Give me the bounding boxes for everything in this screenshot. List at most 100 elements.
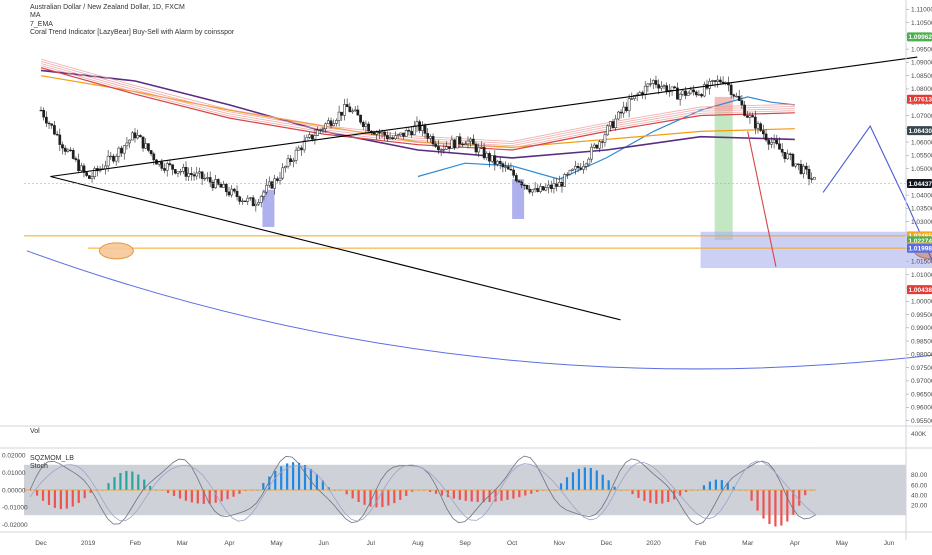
candle (534, 188, 536, 189)
candle (784, 152, 786, 159)
momentum-bar (471, 490, 473, 502)
momentum-tick-label: -0.01000 (2, 505, 28, 512)
candle (174, 169, 176, 173)
candle (655, 80, 657, 84)
candle (797, 164, 799, 165)
legend-ema[interactable]: 7_EMA (30, 21, 234, 29)
momentum-bar (84, 490, 86, 498)
price-tag-label: 1.01998 (909, 246, 932, 253)
candle (163, 168, 165, 170)
momentum-bar (399, 490, 401, 500)
candle (48, 123, 50, 124)
legend-coral[interactable]: Coral Trend Indicator [LazyBear] Buy-Sel… (30, 29, 234, 37)
candle (432, 136, 434, 144)
time-tick-label: Aug (412, 540, 424, 547)
candle (617, 112, 619, 119)
candle (349, 107, 351, 112)
momentum-bar (703, 485, 705, 490)
momentum-label: SQZMOM_LB (30, 455, 74, 462)
candle (354, 110, 356, 111)
legend-ma[interactable]: MA (30, 12, 234, 20)
candle (682, 91, 684, 94)
candle (166, 164, 168, 171)
legend-symbol[interactable]: Australian Dollar / New Zealand Dollar, … (30, 4, 234, 12)
candle (126, 143, 128, 146)
candle (692, 90, 694, 92)
momentum-bar (221, 490, 223, 501)
candle (601, 142, 603, 143)
candle (778, 144, 780, 150)
candle (698, 94, 700, 95)
momentum-bar (119, 473, 121, 490)
candle (580, 168, 582, 170)
candle (392, 138, 394, 139)
candle (233, 189, 235, 191)
momentum-bar (36, 490, 38, 496)
candle (257, 202, 259, 204)
momentum-bar (596, 470, 598, 490)
candle (389, 138, 391, 139)
momentum-bar (405, 490, 407, 496)
candle (263, 192, 265, 196)
time-tick-label: Apr (224, 540, 235, 547)
candle (526, 185, 528, 189)
candle (158, 162, 160, 164)
price-tick-label: 1.04000 (911, 192, 932, 199)
candle (137, 135, 139, 138)
candle (341, 112, 343, 115)
momentum-bar (774, 490, 776, 526)
momentum-tick-label: 0.01000 (2, 470, 26, 477)
candle (196, 173, 198, 176)
candle (118, 148, 120, 156)
candle (362, 122, 364, 126)
price-tick-label: 1.09000 (911, 60, 932, 67)
momentum-bar (715, 480, 717, 490)
candle (770, 142, 772, 144)
momentum-bar (637, 490, 639, 498)
candle (220, 184, 222, 187)
momentum-tick-label: -0.02000 (2, 522, 28, 529)
candle (91, 177, 93, 179)
momentum-bar (721, 480, 723, 490)
candle (462, 144, 464, 145)
candle (311, 135, 313, 139)
price-tick-label: 1.03500 (911, 206, 932, 213)
candle (480, 147, 482, 148)
candle (381, 132, 383, 133)
candle (209, 177, 211, 182)
candle (201, 172, 203, 179)
momentum-bar (780, 490, 782, 526)
candle (314, 136, 316, 140)
time-tick-label: May (836, 540, 849, 547)
candle (400, 133, 402, 135)
candle (574, 166, 576, 169)
candle (435, 144, 437, 146)
momentum-bar (48, 490, 50, 505)
candle (300, 148, 302, 150)
candle (413, 126, 415, 135)
momentum-bar (298, 463, 300, 490)
candle (56, 134, 58, 135)
candle (478, 147, 480, 152)
candle (421, 126, 423, 131)
price-tag-label: 1.00438 (909, 287, 932, 294)
candle (499, 161, 501, 163)
momentum-bar (477, 490, 479, 502)
candle (663, 86, 665, 87)
stoch-tick-label: 40.00 (911, 492, 928, 499)
momentum-bar (441, 490, 443, 496)
momentum-bar (798, 490, 800, 506)
stoch-label: Stoch (30, 463, 48, 470)
candle (695, 92, 697, 95)
momentum-bar (310, 469, 312, 490)
candle (180, 171, 182, 172)
candle (282, 168, 284, 178)
candle (416, 122, 418, 126)
momentum-bar (66, 490, 68, 509)
candle (115, 156, 117, 161)
price-tick-label: 1.06000 (911, 139, 932, 146)
candle (249, 198, 251, 199)
candle (515, 175, 517, 181)
